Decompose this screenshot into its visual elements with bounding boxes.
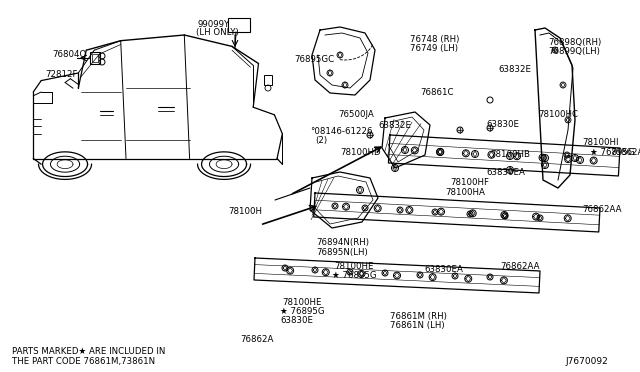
Text: 63830EA: 63830EA [424,265,463,274]
Text: 63830E: 63830E [280,316,313,325]
Text: 63832E: 63832E [378,121,411,130]
Text: ★ 76895G: ★ 76895G [590,148,635,157]
Text: 76895GC: 76895GC [294,55,334,64]
Circle shape [437,148,444,155]
Text: (2): (2) [315,136,327,145]
Bar [92,54,98,62]
Text: 78100HI: 78100HI [582,138,618,147]
Text: 76861N (LH): 76861N (LH) [390,321,445,330]
Circle shape [287,267,294,274]
Text: 72812F: 72812F [45,70,77,79]
Circle shape [406,206,413,214]
Text: 99099Y: 99099Y [198,20,230,29]
Bar [228,18,250,32]
Text: 63830EA: 63830EA [486,168,525,177]
Text: 76804Q: 76804Q [52,50,86,59]
Text: 78100HA: 78100HA [445,188,485,197]
Text: 76898Q(RH): 76898Q(RH) [548,38,601,47]
Text: ★ 76895G: ★ 76895G [332,271,376,280]
Circle shape [501,212,508,218]
Circle shape [513,153,520,160]
Text: 63830E: 63830E [486,120,519,129]
Text: 63832E: 63832E [498,65,531,74]
Circle shape [500,277,508,284]
Text: THE PART CODE 76861M,73861N: THE PART CODE 76861M,73861N [12,357,155,366]
Circle shape [564,215,572,222]
Text: 76749 (LH): 76749 (LH) [410,44,458,53]
Circle shape [465,275,472,282]
Text: 76500JA: 76500JA [338,110,374,119]
Text: 78100HB: 78100HB [490,150,530,159]
Text: 76861M (RH): 76861M (RH) [390,312,447,321]
Text: 78100HE: 78100HE [282,298,321,307]
Text: 76895N(LH): 76895N(LH) [316,248,368,257]
Circle shape [564,155,572,163]
Text: 78100HD: 78100HD [340,148,381,157]
Text: 76861C: 76861C [420,88,454,97]
Circle shape [462,150,469,157]
Circle shape [323,269,329,276]
Text: 76862AA: 76862AA [500,262,540,271]
Circle shape [358,270,365,278]
Circle shape [429,274,436,280]
Circle shape [539,154,546,161]
Circle shape [469,210,476,217]
Circle shape [394,272,401,279]
Circle shape [412,147,419,154]
Text: 78100H: 78100H [228,207,262,216]
Circle shape [342,203,349,210]
Circle shape [487,125,493,131]
Text: 78100HC: 78100HC [538,110,578,119]
Text: 76862A: 76862A [240,335,273,344]
Circle shape [590,157,597,164]
Text: J7670092: J7670092 [565,357,608,366]
Circle shape [532,213,540,220]
Circle shape [438,208,445,215]
Text: 76899Q(LH): 76899Q(LH) [548,47,600,56]
Bar [264,75,272,85]
Text: °08146-61226: °08146-61226 [310,127,372,136]
Text: PARTS MARKED★ ARE INCLUDED IN: PARTS MARKED★ ARE INCLUDED IN [12,347,165,356]
Text: 78100HE: 78100HE [334,262,374,271]
Text: 76862A: 76862A [610,148,640,157]
Text: ★ 76895G: ★ 76895G [280,307,324,316]
Text: 76862AA: 76862AA [582,205,621,214]
Circle shape [488,151,495,158]
Circle shape [374,205,381,212]
Text: (LH ONLY): (LH ONLY) [196,28,239,37]
Bar [90,52,100,64]
Circle shape [367,132,373,138]
Text: 76748 (RH): 76748 (RH) [410,35,460,44]
Circle shape [457,127,463,133]
Text: 78100HF: 78100HF [450,178,489,187]
Text: 76894N(RH): 76894N(RH) [316,238,369,247]
